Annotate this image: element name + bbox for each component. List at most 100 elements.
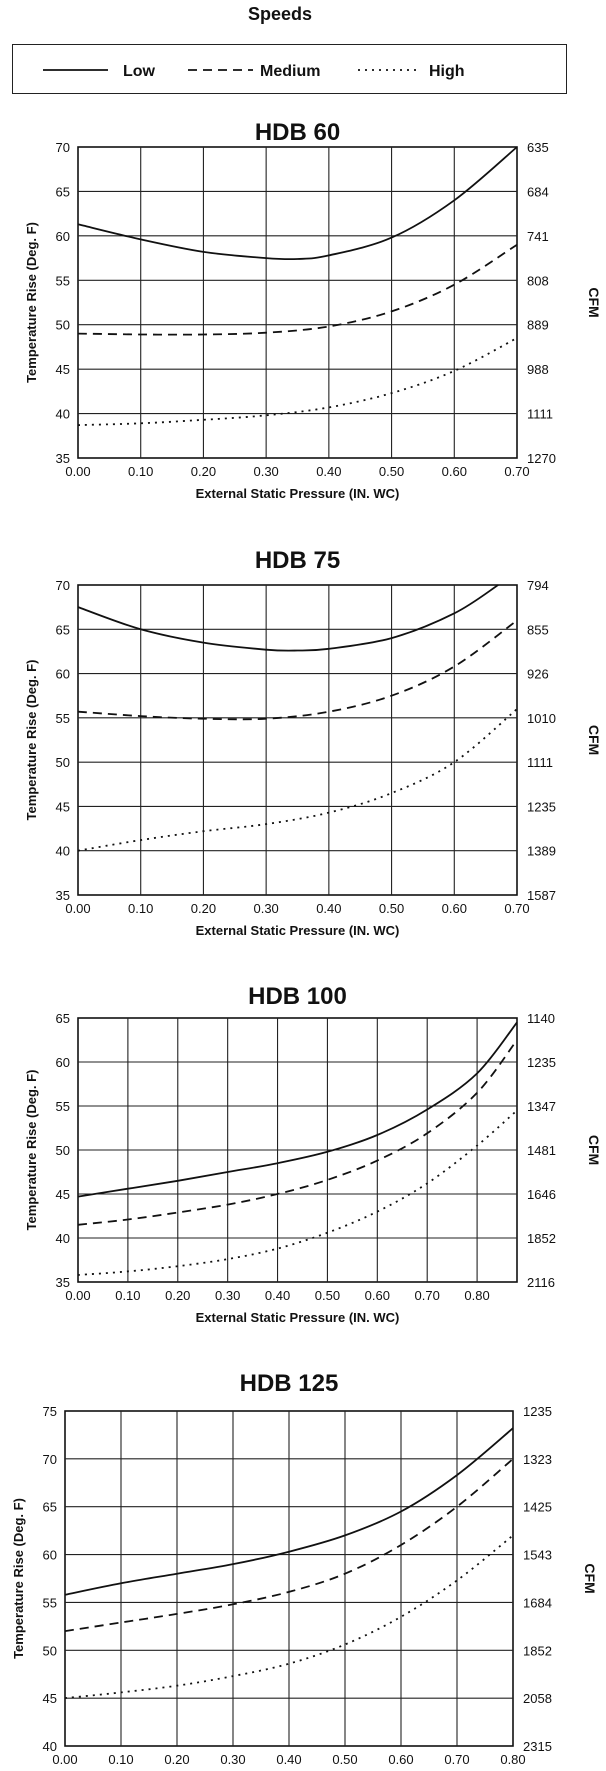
y2-tick-label: 1010 bbox=[527, 711, 556, 726]
y-tick-label: 40 bbox=[56, 407, 70, 422]
y2-tick-label: 1111 bbox=[527, 407, 553, 422]
chart-title: HDB 100 bbox=[248, 983, 347, 1010]
legend-title: Speeds bbox=[247, 4, 313, 24]
x-tick-label: 0.10 bbox=[115, 1288, 140, 1303]
y-tick-label: 65 bbox=[43, 1500, 57, 1515]
chart-title: HDB 125 bbox=[240, 1370, 339, 1397]
y-tick-label: 45 bbox=[56, 799, 70, 814]
y-tick-label: 50 bbox=[56, 755, 70, 770]
x-tick-label: 0.00 bbox=[52, 1752, 77, 1767]
series-line-high bbox=[77, 1109, 518, 1276]
series-line-low bbox=[77, 584, 499, 652]
y2-tick-label: 1852 bbox=[523, 1643, 552, 1658]
y2-tick-label: 1235 bbox=[527, 1055, 556, 1070]
y2-axis-label: CFM bbox=[586, 1135, 602, 1165]
y-tick-label: 65 bbox=[56, 622, 70, 637]
y-tick-label: 70 bbox=[56, 140, 70, 155]
y2-tick-label: 2058 bbox=[523, 1691, 552, 1706]
chart-1: HDB 60 0.00 0.10 0.20 0.30 0.40 0.50 0.60 0.70 35… bbox=[24, 119, 602, 501]
y2-tick-label: 1235 bbox=[527, 799, 556, 814]
y-tick-label: 45 bbox=[43, 1691, 57, 1706]
x-axis-label: External Static Pressure (IN. WC) bbox=[196, 1310, 400, 1325]
y2-tick-label: 1587 bbox=[527, 888, 556, 903]
y-axis-label: Temperature Rise (Deg. F) bbox=[24, 1070, 39, 1231]
y2-tick-label: 1270 bbox=[527, 451, 556, 466]
y-tick-label: 40 bbox=[56, 844, 70, 859]
x-tick-label: 0.20 bbox=[191, 464, 216, 479]
x-tick-label: 0.60 bbox=[388, 1752, 413, 1767]
x-tick-label: 0.30 bbox=[253, 464, 278, 479]
y2-tick-label: 808 bbox=[527, 273, 549, 288]
x-tick-label: 0.80 bbox=[500, 1752, 525, 1767]
y2-tick-label: 889 bbox=[527, 318, 549, 333]
y-tick-label: 55 bbox=[56, 1099, 70, 1114]
chart-2: HDB 75 0.00 0.10 0.20 0.30 0.40 0.50 0.60 0.70 35… bbox=[24, 547, 602, 938]
series-line-medium bbox=[77, 1039, 518, 1226]
y2-tick-label: 1543 bbox=[523, 1548, 552, 1563]
y-tick-label: 45 bbox=[56, 1187, 70, 1202]
y2-tick-label: 1347 bbox=[527, 1099, 556, 1114]
x-tick-label: 0.60 bbox=[442, 464, 467, 479]
y2-tick-label: 741 bbox=[527, 229, 549, 244]
y-tick-label: 35 bbox=[56, 1275, 70, 1290]
y-tick-label: 70 bbox=[56, 578, 70, 593]
x-tick-label: 0.20 bbox=[191, 901, 216, 916]
y-axis-label: Temperature Rise (Deg. F) bbox=[24, 222, 39, 383]
y-tick-label: 50 bbox=[56, 318, 70, 333]
y-tick-label: 45 bbox=[56, 362, 70, 377]
chart-4: HDB 125 0.00 0.10 0.20 0.30 0.40 0.50 0.60 0.70 0… bbox=[11, 1370, 598, 1767]
y2-tick-label: 1425 bbox=[523, 1500, 552, 1515]
y2-axis-label: CFM bbox=[586, 287, 602, 317]
y-tick-label: 40 bbox=[43, 1739, 57, 1754]
y2-tick-label: 1140 bbox=[527, 1011, 555, 1026]
x-tick-label: 0.30 bbox=[253, 901, 278, 916]
x-tick-label: 0.10 bbox=[128, 901, 153, 916]
y-tick-label: 65 bbox=[56, 1011, 70, 1026]
y2-tick-label: 635 bbox=[527, 140, 549, 155]
series-line-high bbox=[77, 337, 518, 426]
x-tick-label: 0.50 bbox=[379, 464, 404, 479]
x-tick-label: 0.00 bbox=[65, 901, 90, 916]
y2-tick-label: 1481 bbox=[527, 1143, 556, 1158]
y-tick-label: 55 bbox=[56, 273, 70, 288]
x-tick-label: 0.20 bbox=[164, 1752, 189, 1767]
x-tick-label: 0.70 bbox=[504, 901, 529, 916]
chart-title: HDB 75 bbox=[255, 547, 340, 574]
x-tick-label: 0.80 bbox=[464, 1288, 489, 1303]
y-tick-label: 50 bbox=[43, 1643, 57, 1658]
y-tick-label: 55 bbox=[56, 711, 70, 726]
y2-tick-label: 684 bbox=[527, 184, 549, 199]
series-line-low bbox=[77, 146, 518, 261]
x-tick-label: 0.60 bbox=[365, 1288, 390, 1303]
series-line-medium bbox=[64, 1458, 514, 1632]
x-tick-label: 0.40 bbox=[316, 464, 341, 479]
y2-tick-label: 1323 bbox=[523, 1452, 552, 1467]
y2-tick-label: 2116 bbox=[527, 1275, 555, 1290]
series-line-low bbox=[64, 1427, 514, 1596]
y-tick-label: 60 bbox=[56, 1055, 70, 1070]
y-tick-label: 40 bbox=[56, 1231, 70, 1246]
y2-tick-label: 926 bbox=[527, 667, 549, 682]
x-tick-label: 0.20 bbox=[165, 1288, 190, 1303]
y-tick-label: 55 bbox=[43, 1595, 57, 1610]
series-line-low bbox=[77, 1021, 518, 1198]
x-tick-label: 0.30 bbox=[215, 1288, 240, 1303]
y-tick-label: 60 bbox=[43, 1548, 57, 1563]
x-tick-label: 0.50 bbox=[315, 1288, 340, 1303]
y-tick-label: 50 bbox=[56, 1143, 70, 1158]
legend-svg: Low Medium High bbox=[43, 63, 465, 80]
y-tick-label: 70 bbox=[43, 1452, 57, 1467]
x-tick-label: 0.50 bbox=[379, 901, 404, 916]
y-tick-label: 60 bbox=[56, 229, 70, 244]
legend-label-low: Low bbox=[123, 63, 156, 80]
y2-tick-label: 988 bbox=[527, 362, 549, 377]
x-tick-label: 0.10 bbox=[108, 1752, 133, 1767]
x-tick-label: 0.40 bbox=[276, 1752, 301, 1767]
x-tick-label: 0.70 bbox=[444, 1752, 469, 1767]
plot-frame bbox=[77, 146, 518, 459]
x-axis-label: External Static Pressure (IN. WC) bbox=[196, 486, 400, 501]
x-tick-label: 0.70 bbox=[504, 464, 529, 479]
chart-3: HDB 100 0.00 0.10 0.20 0.30 0.40 0.50 0.60 0.70 0… bbox=[24, 983, 602, 1325]
